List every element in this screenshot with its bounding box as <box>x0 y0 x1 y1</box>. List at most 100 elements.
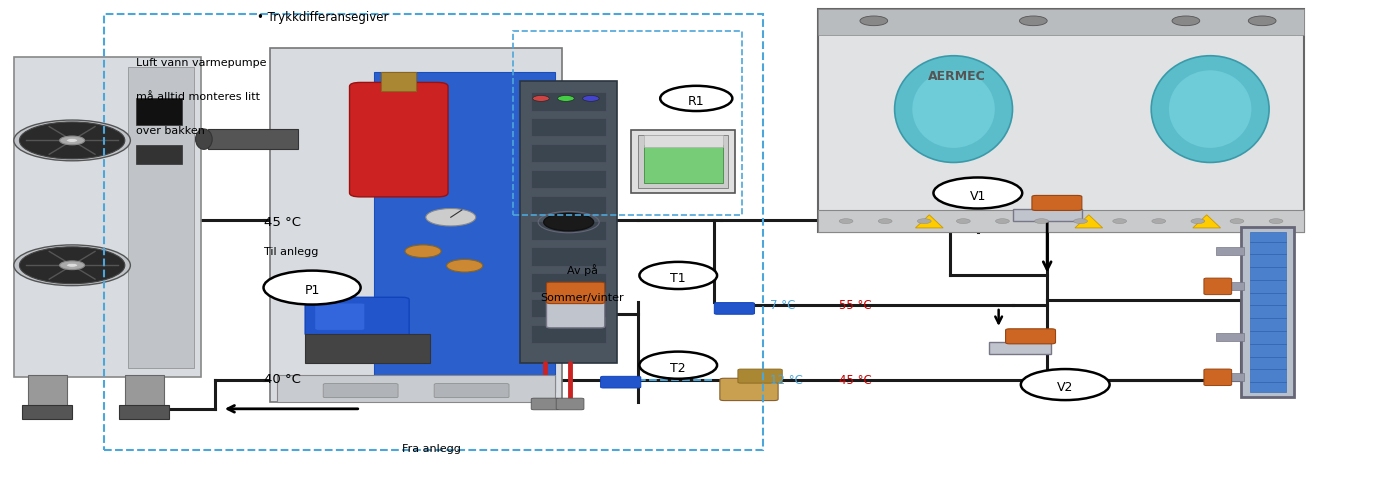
FancyBboxPatch shape <box>1032 196 1082 211</box>
FancyBboxPatch shape <box>989 343 1051 354</box>
FancyBboxPatch shape <box>531 398 559 410</box>
Ellipse shape <box>1169 71 1251 149</box>
FancyBboxPatch shape <box>720 378 778 401</box>
Circle shape <box>660 87 732 112</box>
FancyBboxPatch shape <box>644 136 723 148</box>
Circle shape <box>639 352 717 379</box>
FancyBboxPatch shape <box>638 136 728 189</box>
Text: 45 °C: 45 °C <box>839 374 872 386</box>
Text: V2: V2 <box>1057 381 1074 393</box>
Circle shape <box>1248 17 1276 27</box>
FancyBboxPatch shape <box>315 303 365 331</box>
Ellipse shape <box>196 130 212 150</box>
FancyBboxPatch shape <box>277 375 555 402</box>
Circle shape <box>917 219 931 224</box>
FancyBboxPatch shape <box>28 375 67 407</box>
FancyBboxPatch shape <box>1250 232 1286 392</box>
Circle shape <box>1112 219 1126 224</box>
FancyBboxPatch shape <box>546 301 605 328</box>
Text: Fra anlegg: Fra anlegg <box>402 443 460 453</box>
FancyBboxPatch shape <box>350 83 448 197</box>
Text: Av på: Av på <box>567 264 598 276</box>
Circle shape <box>67 139 78 143</box>
FancyBboxPatch shape <box>531 119 606 137</box>
Circle shape <box>1269 219 1283 224</box>
Circle shape <box>957 219 971 224</box>
Polygon shape <box>1193 215 1221 228</box>
FancyBboxPatch shape <box>434 384 509 398</box>
FancyBboxPatch shape <box>601 377 641 388</box>
FancyBboxPatch shape <box>546 283 605 304</box>
Circle shape <box>14 121 130 162</box>
FancyBboxPatch shape <box>714 303 755 315</box>
Text: Sommer/vinter: Sommer/vinter <box>541 293 624 303</box>
Circle shape <box>14 245 130 286</box>
FancyBboxPatch shape <box>305 298 409 336</box>
Ellipse shape <box>895 57 1013 163</box>
FancyBboxPatch shape <box>520 82 617 363</box>
Circle shape <box>1074 219 1087 224</box>
FancyBboxPatch shape <box>531 300 606 318</box>
Circle shape <box>1019 17 1047 27</box>
Polygon shape <box>1075 215 1103 228</box>
FancyBboxPatch shape <box>531 273 606 292</box>
FancyBboxPatch shape <box>374 73 555 392</box>
FancyBboxPatch shape <box>531 145 606 163</box>
Circle shape <box>533 96 549 102</box>
FancyBboxPatch shape <box>1013 210 1082 221</box>
FancyBboxPatch shape <box>1216 248 1244 256</box>
Text: 40 °C: 40 °C <box>264 373 301 386</box>
Circle shape <box>405 245 441 258</box>
Text: T2: T2 <box>670 362 687 374</box>
Circle shape <box>426 209 476 227</box>
FancyBboxPatch shape <box>323 384 398 398</box>
FancyBboxPatch shape <box>738 369 782 383</box>
FancyBboxPatch shape <box>381 73 416 92</box>
Ellipse shape <box>913 71 994 149</box>
Polygon shape <box>915 215 943 228</box>
FancyBboxPatch shape <box>270 48 562 402</box>
FancyBboxPatch shape <box>531 325 606 344</box>
FancyBboxPatch shape <box>136 99 182 126</box>
Text: 45 °C: 45 °C <box>264 215 301 228</box>
FancyBboxPatch shape <box>305 334 430 363</box>
Circle shape <box>860 17 888 27</box>
Circle shape <box>19 123 125 160</box>
FancyBboxPatch shape <box>128 68 194 368</box>
FancyBboxPatch shape <box>531 222 606 241</box>
FancyBboxPatch shape <box>818 10 1304 232</box>
Text: AERMEC: AERMEC <box>928 70 986 83</box>
Circle shape <box>933 178 1022 209</box>
FancyBboxPatch shape <box>531 170 606 189</box>
FancyBboxPatch shape <box>1216 374 1244 381</box>
Circle shape <box>878 219 892 224</box>
Circle shape <box>839 219 853 224</box>
FancyBboxPatch shape <box>1204 369 1232 386</box>
FancyBboxPatch shape <box>1006 329 1056 344</box>
Circle shape <box>583 96 599 102</box>
FancyBboxPatch shape <box>644 145 723 184</box>
Text: må alltid monteres litt: må alltid monteres litt <box>136 92 259 102</box>
Text: Luft vann varmepumpe: Luft vann varmepumpe <box>136 58 266 68</box>
FancyBboxPatch shape <box>1241 227 1294 397</box>
Circle shape <box>558 96 574 102</box>
Text: P1: P1 <box>304 284 320 297</box>
FancyBboxPatch shape <box>531 93 606 111</box>
Text: 12 °C: 12 °C <box>770 374 803 386</box>
FancyBboxPatch shape <box>1216 334 1244 342</box>
FancyBboxPatch shape <box>531 196 606 214</box>
FancyBboxPatch shape <box>631 131 735 194</box>
FancyBboxPatch shape <box>22 405 72 419</box>
FancyBboxPatch shape <box>818 10 1304 36</box>
Text: V1: V1 <box>970 190 986 202</box>
Circle shape <box>60 261 85 270</box>
Circle shape <box>19 247 125 284</box>
Circle shape <box>639 262 717 289</box>
Circle shape <box>1191 219 1205 224</box>
FancyBboxPatch shape <box>136 145 182 165</box>
Circle shape <box>1172 17 1200 27</box>
FancyBboxPatch shape <box>14 58 201 378</box>
FancyBboxPatch shape <box>1216 283 1244 290</box>
Circle shape <box>264 271 361 305</box>
FancyBboxPatch shape <box>125 375 164 407</box>
